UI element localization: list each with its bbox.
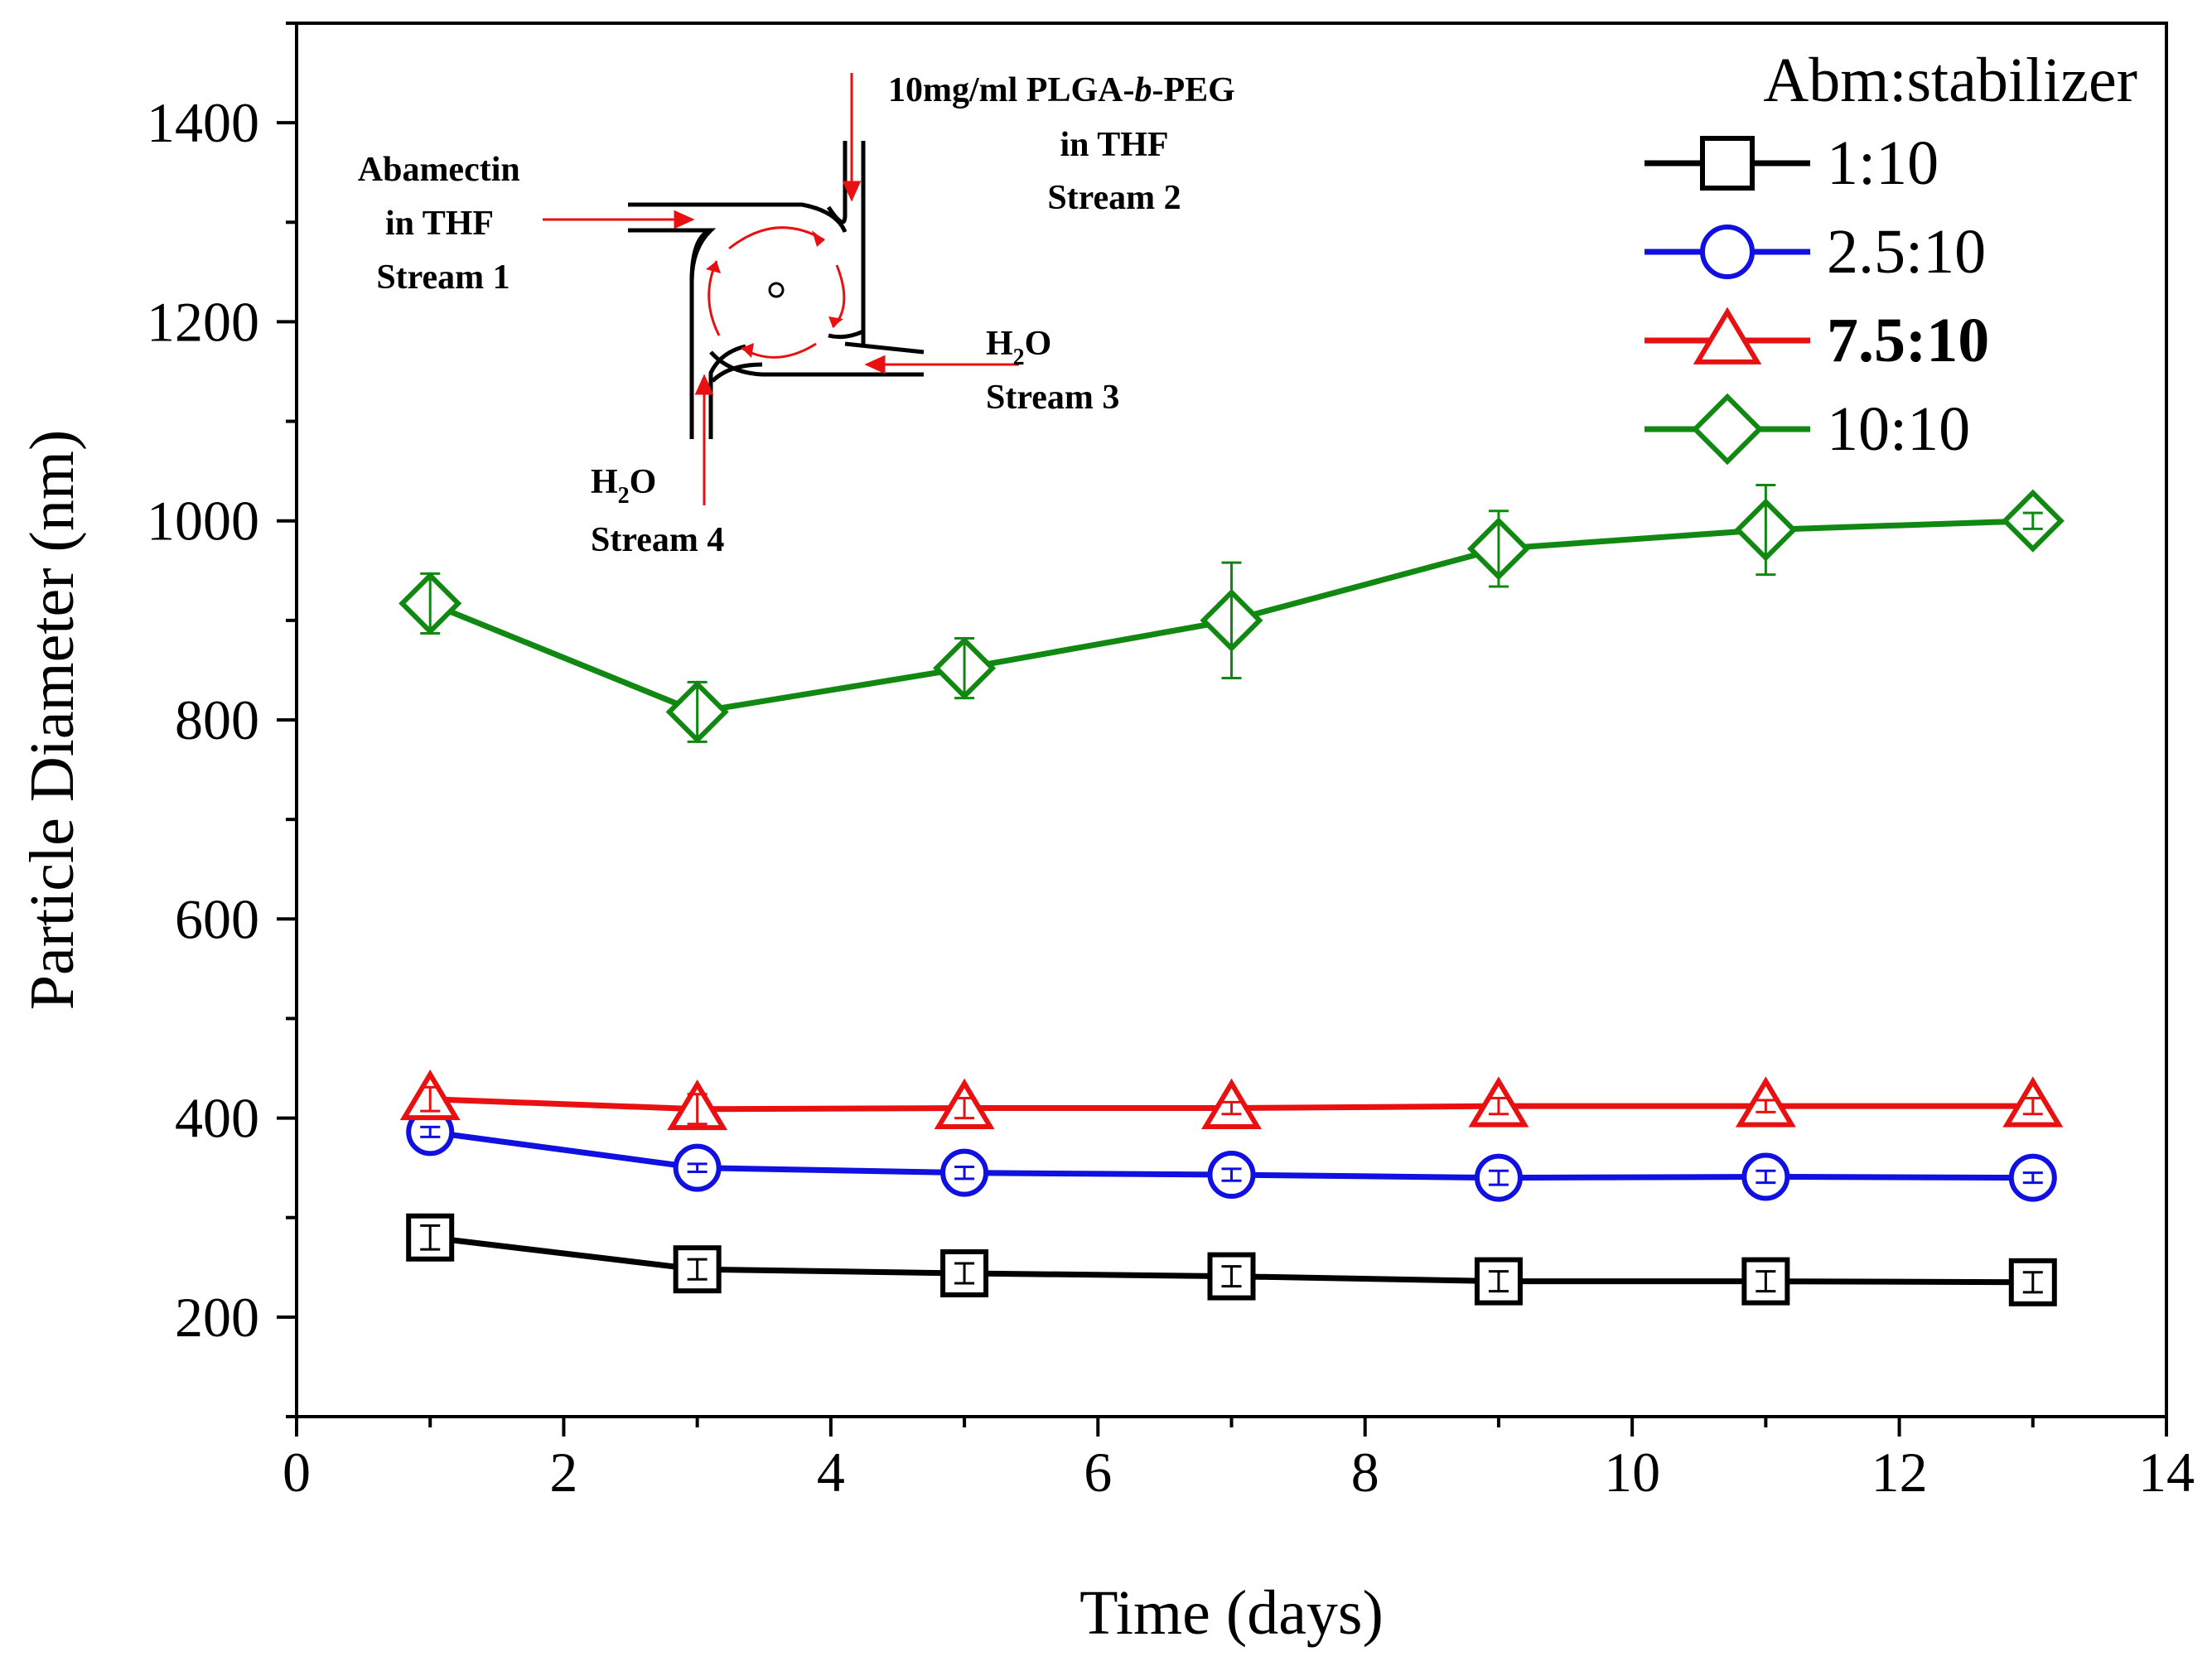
y-tick-label: 1000 (147, 490, 259, 553)
stream4-sub: 2 (618, 483, 630, 509)
y-tick-label: 400 (175, 1087, 259, 1150)
swirl-arrows (708, 226, 846, 359)
x-tick-label: 8 (1351, 1441, 1379, 1504)
arrowhead (812, 230, 824, 247)
stream3-o: O (1025, 325, 1052, 363)
inlet-arrows (543, 73, 1019, 505)
x-tick-label: 4 (817, 1441, 845, 1504)
arrowhead (828, 316, 843, 327)
legend-marker (1700, 136, 1755, 191)
stream2-line2: in THF (1060, 126, 1168, 164)
stream1-line1: Abamectin (358, 151, 520, 189)
legend: Abm:stabilizer 1:10 2.5:10 7.5:10 10:10 (1645, 46, 2137, 466)
legend-label: 1:10 (1827, 128, 1939, 198)
y-tick-label: 800 (175, 688, 259, 751)
channel-stream2 (826, 141, 866, 344)
stream1-label: Abamectin in THF Stream 1 (358, 151, 529, 297)
channel-stream1 (628, 202, 848, 439)
stream4-formula: H2O (591, 463, 656, 509)
stream2-prefix: 10mg/ml PLGA- (888, 71, 1134, 109)
stream3-label: Stream 3 (986, 379, 1119, 417)
axes: 0 2 4 6 8 10 12 14 200 400 600 800 1000 1200 1400 Time … (17, 22, 2195, 1648)
mixer-channels (628, 141, 925, 439)
x-tick-label: 6 (1084, 1441, 1112, 1504)
chamber-center-dot (768, 282, 785, 298)
x-tick-label: 0 (283, 1441, 311, 1504)
legend-label: 2.5:10 (1827, 217, 1986, 287)
series-2-5-10 (406, 1108, 2057, 1202)
y-tick-label: 600 (175, 887, 259, 950)
series-7-5-10 (399, 1069, 2064, 1131)
y-tick-label: 200 (175, 1286, 259, 1349)
chamber-wall (689, 228, 925, 377)
x-tick-label: 14 (2138, 1441, 2195, 1504)
vortex-mixer-diagram: Abamectin in THF Stream 1 10mg/ml PLGA-b… (358, 71, 1235, 559)
stream3-formula: H2O (986, 325, 1051, 370)
legend-marker (1700, 225, 1755, 279)
x-tick-label: 2 (549, 1441, 577, 1504)
stream3-h: H (986, 325, 1013, 363)
legend-marker (1691, 393, 1764, 466)
data-point (940, 1248, 989, 1297)
legend-item: 1:10 (1645, 128, 1939, 198)
arrowhead (674, 210, 695, 229)
series-group (398, 483, 2065, 1306)
data-point (2008, 1258, 2057, 1306)
y-tick-label: 1400 (147, 91, 259, 154)
stream4-o: O (630, 463, 657, 501)
data-point (1207, 1252, 1256, 1301)
arrowhead (706, 261, 721, 273)
arrowhead (864, 355, 886, 374)
legend-label: 10:10 (1827, 394, 1970, 464)
stream2-italic: b (1134, 71, 1152, 109)
legend-title: Abm:stabilizer (1763, 46, 2137, 115)
stream2-line1: 10mg/ml PLGA-b-PEG (888, 71, 1235, 109)
y-tick-label: 1200 (147, 290, 259, 353)
legend-label: 7.5:10 (1827, 306, 1989, 375)
data-point (1474, 1257, 1523, 1306)
legend-item: 2.5:10 (1645, 217, 1986, 287)
y-axis-label: Particle Diameter (nm) (17, 430, 87, 1011)
x-tick-label: 12 (1872, 1441, 1928, 1504)
series-1-10 (406, 1213, 2057, 1306)
x-axis-label: Time (days) (1079, 1578, 1384, 1648)
arrowhead (741, 343, 754, 358)
stream1-line2: in THF (385, 205, 493, 243)
stream4-h: H (591, 463, 618, 501)
legend-item: 10:10 (1645, 393, 1970, 466)
arrowhead (842, 181, 862, 202)
stream1-line3: Stream 1 (376, 258, 510, 297)
stream2-suffix: -PEG (1152, 71, 1234, 109)
swirl-arc (728, 226, 825, 250)
stream3-sub: 2 (1013, 345, 1025, 370)
series-10-10 (398, 483, 2065, 744)
stream4-label: Stream 4 (591, 521, 724, 559)
legend-item: 7.5:10 (1645, 306, 1989, 375)
stream2-line3: Stream 2 (1047, 179, 1181, 217)
legend-marker (1693, 307, 1762, 365)
swirl-arrowheads (706, 230, 843, 358)
arrowhead (694, 374, 714, 395)
x-tick-label: 10 (1604, 1441, 1660, 1504)
